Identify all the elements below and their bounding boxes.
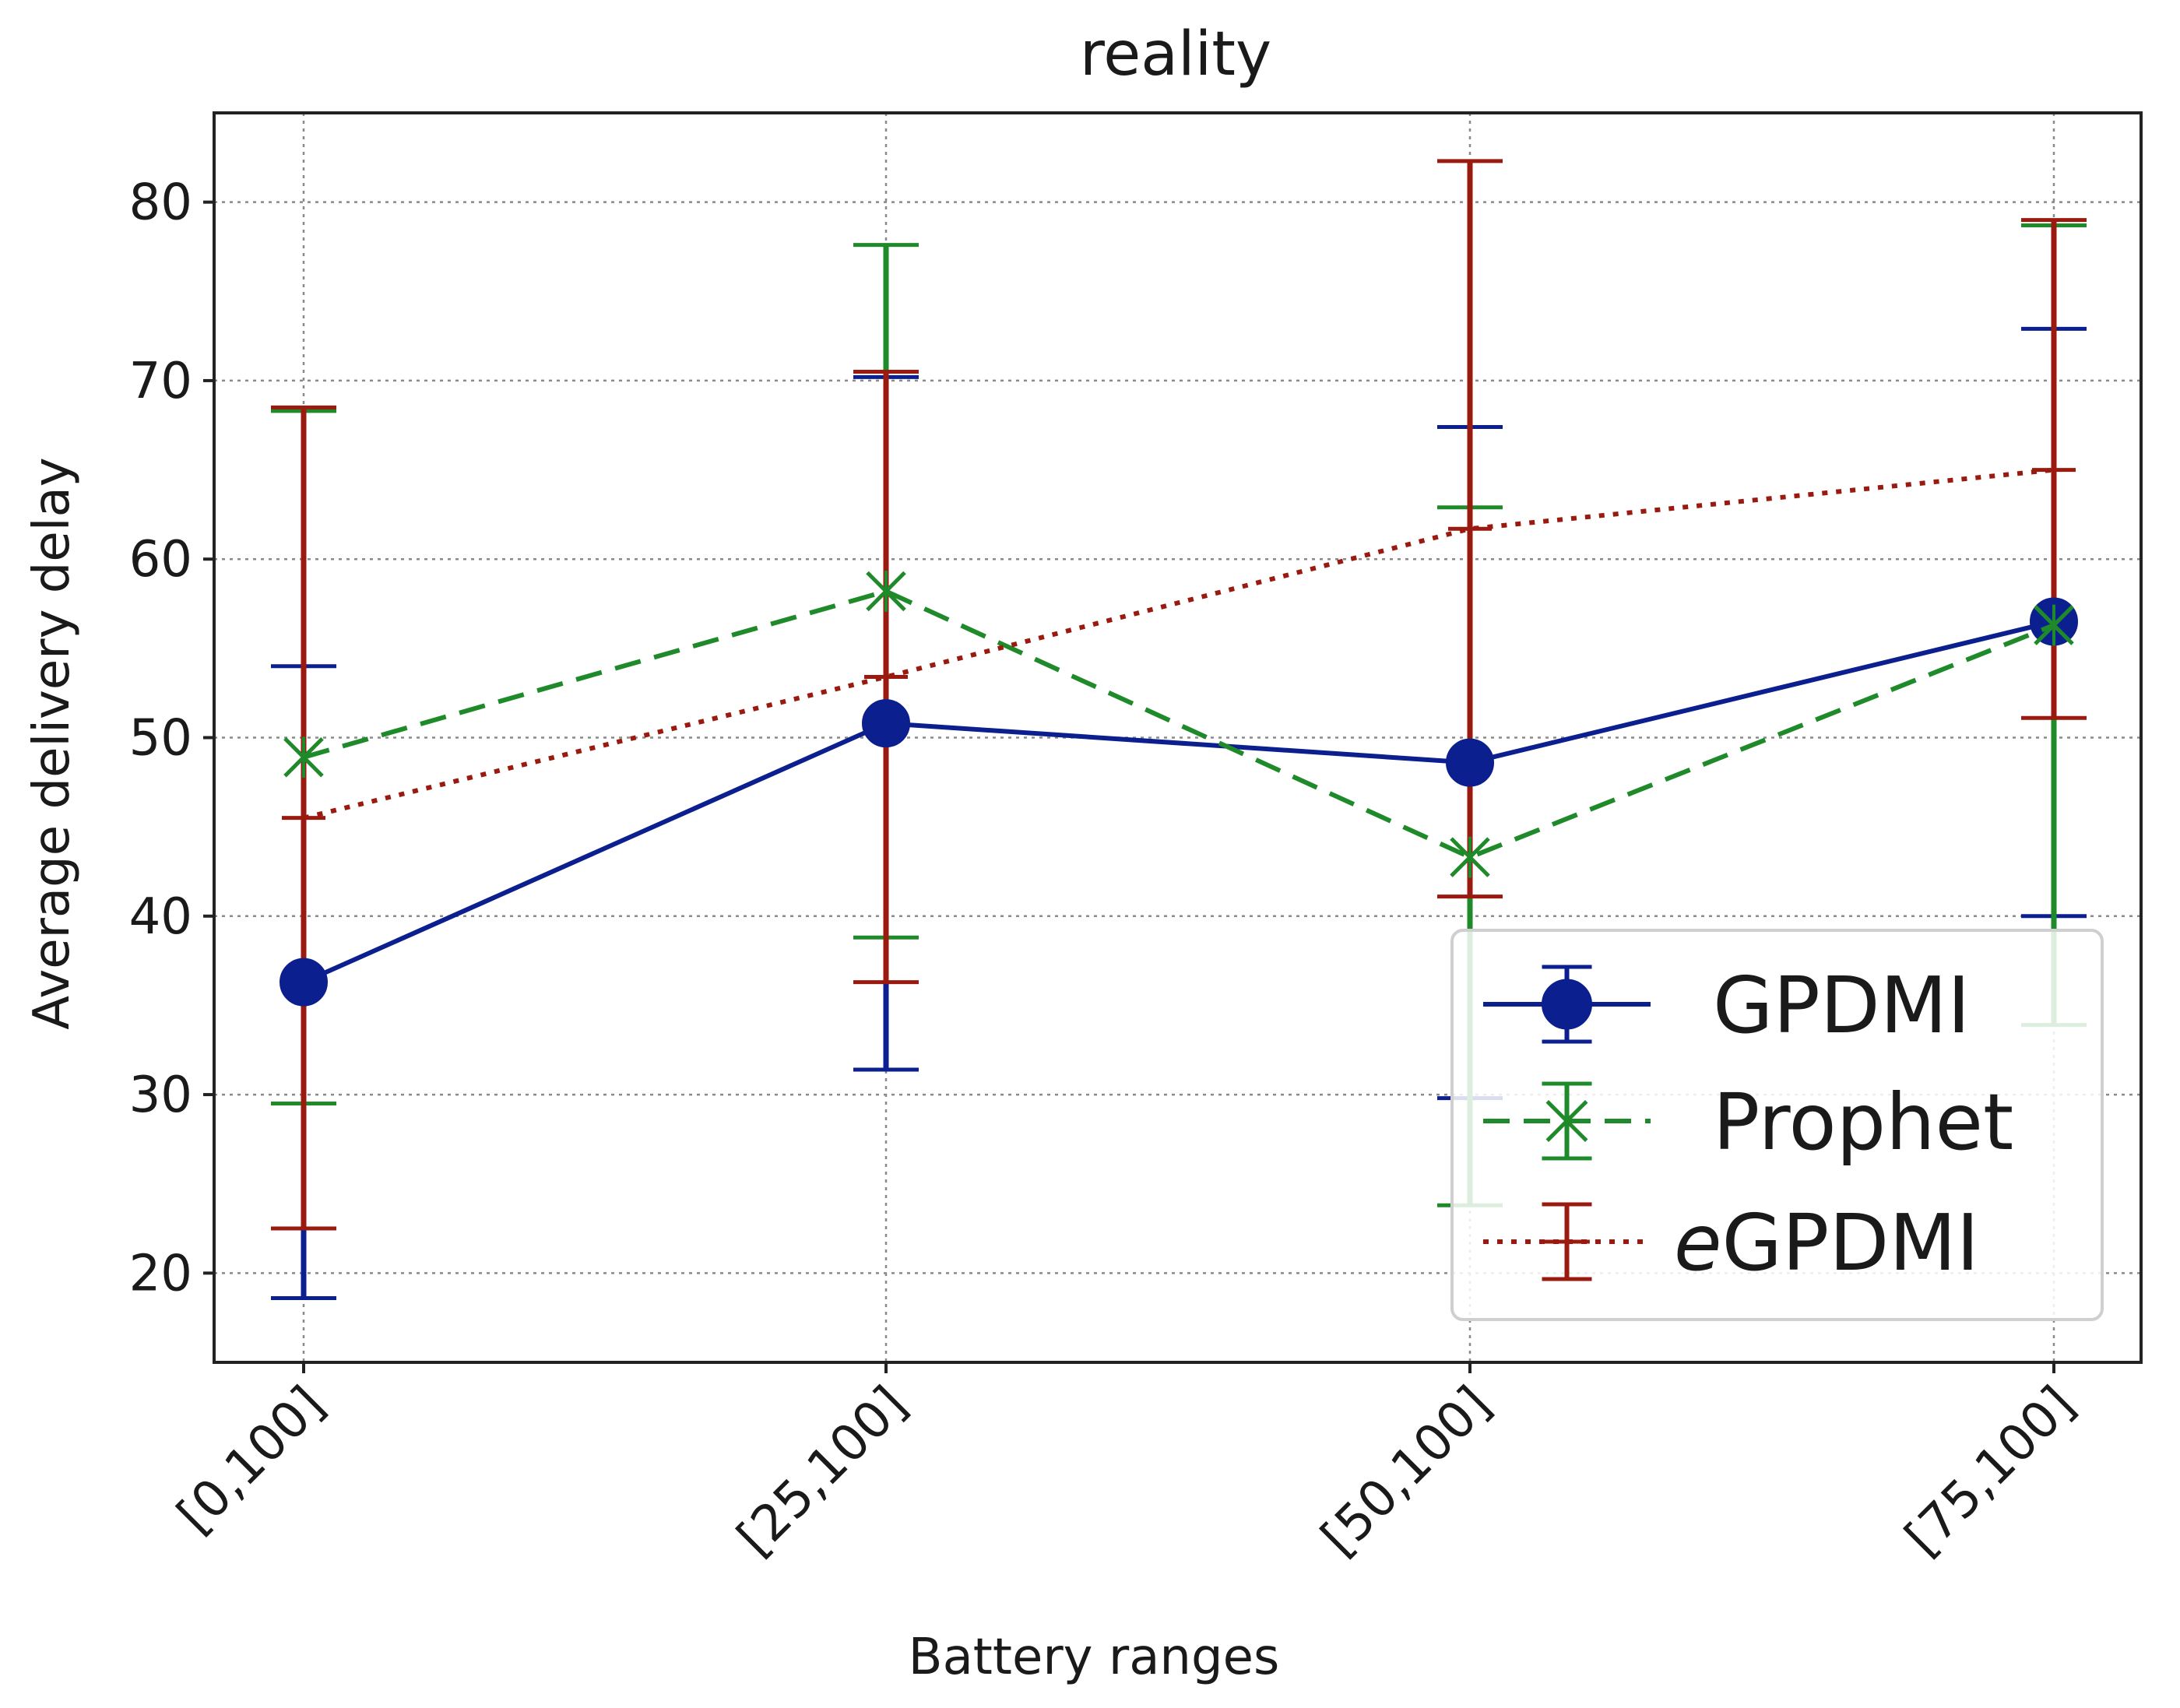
point-Prophet-3 (2034, 604, 2074, 646)
legend-marker-eGPDMI (1544, 1218, 1590, 1265)
x-tick-label-1: [25,100] (726, 1376, 918, 1567)
legend-box (1450, 929, 2104, 1321)
point-eGPDMI-1 (864, 655, 908, 699)
point-eGPDMI-2 (1448, 507, 1492, 551)
point-GPDMI-1 (862, 699, 910, 748)
y-tick-label-60: 60 (129, 531, 192, 589)
legend-label-Prophet: Prophet (1713, 1077, 2013, 1168)
y-tick-label-80: 80 (129, 174, 192, 232)
point-Prophet-0 (283, 736, 324, 778)
x-tick-label-2: [50,100] (1310, 1376, 1502, 1567)
series-line-group-Prophet (283, 571, 2074, 878)
y-tick-label-30: 30 (129, 1067, 192, 1124)
y-axis-label: Average delivery delay (23, 457, 81, 1029)
x-tick-label-0: [0,100] (167, 1376, 336, 1545)
y-tick-label-50: 50 (129, 710, 192, 768)
point-GPDMI-0 (280, 958, 328, 1007)
series-line-eGPDMI (303, 467, 2055, 821)
x-axis-ticks: [0,100] [25,100] [50,100] [75,100] (167, 1362, 2086, 1567)
legend-label-GPDMI: GPDMI (1713, 960, 1971, 1051)
legend-marker-GPDMI (1542, 979, 1592, 1030)
point-Prophet-2 (1450, 836, 1490, 878)
point-GPDMI-2 (1446, 738, 1494, 787)
y-tick-label-20: 20 (129, 1245, 192, 1302)
x-axis-label: Battery ranges (909, 1629, 1280, 1686)
legend-marker-Prophet (1545, 1099, 1588, 1143)
point-Prophet-1 (866, 571, 906, 612)
y-tick-label-40: 40 (129, 888, 192, 946)
series-line-Prophet (303, 589, 2055, 860)
legend-label-main-eGPDMI: GPDMI (1722, 1197, 1980, 1288)
legend-entry-Prophet: Prophet (1483, 1077, 2013, 1168)
chart-title: reality (1080, 19, 1271, 90)
legend-entry-eGPDMI: eGPDMI (1483, 1197, 1979, 1288)
y-axis-ticks: 20 30 40 50 60 70 80 (129, 174, 214, 1302)
y-tick-label-70: 70 (129, 353, 192, 410)
series-line-GPDMI (302, 619, 2055, 985)
legend-label-eGPDMI: eGPDMI (1674, 1197, 1979, 1288)
x-tick-label-3: [75,100] (1894, 1376, 2086, 1567)
plot-series (271, 159, 2087, 1300)
legend-entry-GPDMI: GPDMI (1483, 960, 1971, 1051)
point-eGPDMI-3 (2032, 448, 2076, 492)
point-eGPDMI-0 (282, 796, 325, 840)
legend-label-prefix-eGPDMI: e (1674, 1197, 1722, 1288)
series-line-group-eGPDMI (282, 448, 2076, 840)
